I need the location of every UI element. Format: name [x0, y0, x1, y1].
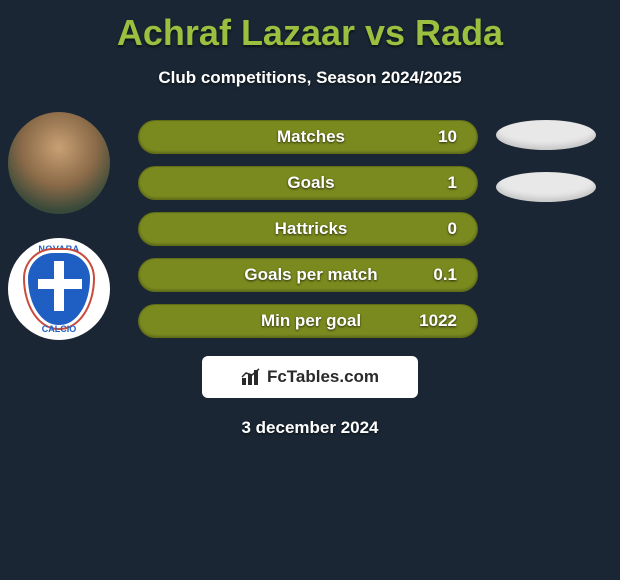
stat-value: 10 — [413, 127, 457, 147]
stat-row-matches: Matches 10 — [138, 120, 478, 154]
page-subtitle: Club competitions, Season 2024/2025 — [0, 68, 620, 88]
chart-icon — [241, 368, 263, 386]
club-badge: NOVARA CALCIO — [8, 238, 110, 340]
stat-label: Min per goal — [159, 311, 413, 331]
stat-value: 0 — [413, 219, 457, 239]
stat-row-goals-per-match: Goals per match 0.1 — [138, 258, 478, 292]
stat-row-min-per-goal: Min per goal 1022 — [138, 304, 478, 338]
player-avatar — [8, 112, 110, 214]
brand-badge[interactable]: FcTables.com — [202, 356, 418, 398]
date-text: 3 december 2024 — [0, 418, 620, 438]
club-badge-bottom-text: CALCIO — [8, 324, 110, 334]
stat-row-hattricks: Hattricks 0 — [138, 212, 478, 246]
stat-label: Goals per match — [159, 265, 413, 285]
opponent-column — [496, 120, 606, 224]
stat-row-goals: Goals 1 — [138, 166, 478, 200]
comparison-panel: NOVARA CALCIO Matches 10 Goals 1 Hattric… — [0, 120, 620, 338]
stat-value: 0.1 — [413, 265, 457, 285]
opponent-blob — [496, 172, 596, 202]
opponent-blob — [496, 120, 596, 150]
avatar-column: NOVARA CALCIO — [8, 112, 118, 364]
page-title: Achraf Lazaar vs Rada — [0, 0, 620, 54]
stat-value: 1022 — [413, 311, 457, 331]
stat-label: Hattricks — [159, 219, 413, 239]
stats-rows: Matches 10 Goals 1 Hattricks 0 Goals per… — [138, 120, 478, 338]
club-shield-icon — [25, 250, 93, 328]
stat-value: 1 — [413, 173, 457, 193]
brand-text: FcTables.com — [267, 367, 379, 387]
stat-label: Matches — [159, 127, 413, 147]
stat-label: Goals — [159, 173, 413, 193]
